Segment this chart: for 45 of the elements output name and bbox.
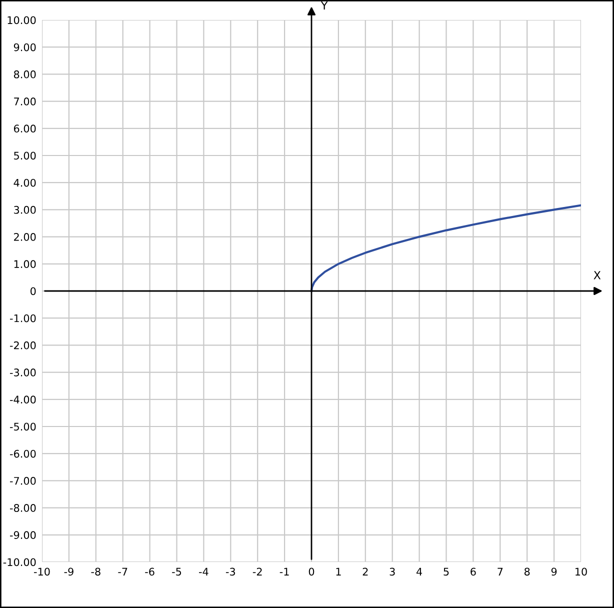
x-tick-label: -10 — [34, 568, 50, 576]
x-tick-label: 4 — [416, 568, 422, 576]
x-tick-label: 7 — [498, 568, 503, 576]
y-tick-label: -8.00 — [10, 504, 36, 512]
x-tick-label: -8 — [91, 568, 100, 576]
y-tick-label: 7.00 — [14, 98, 36, 106]
x-tick-label: -2 — [252, 568, 262, 576]
y-tick-label: -5.00 — [10, 422, 36, 431]
y-tick-label: 4.00 — [14, 178, 36, 187]
y-tick-label: 8.00 — [14, 70, 36, 78]
x-tick-label: 10 — [576, 568, 587, 576]
y-tick-label: 9.00 — [14, 43, 36, 52]
y-tick-label: 5.00 — [14, 152, 36, 160]
y-tick-label: 3.00 — [14, 206, 36, 214]
x-tick-label: -4 — [199, 568, 208, 576]
y-tick-label: -2.00 — [10, 341, 36, 350]
y-tick-label: -9.00 — [10, 531, 36, 540]
x-tick-label: 3 — [390, 568, 395, 576]
y-tick-label: -1.00 — [10, 314, 36, 322]
x-tick-label: 6 — [470, 568, 476, 576]
x-tick-label: 1 — [336, 568, 341, 576]
x-tick-label: 5 — [444, 568, 449, 576]
y-tick-label: -4.00 — [10, 396, 36, 404]
x-tick-label: -9 — [64, 568, 74, 576]
y-axis-title: Y — [320, 1, 328, 10]
y-tick-label: 1.00 — [14, 260, 36, 268]
x-axis-title: X — [594, 271, 601, 280]
x-tick-label: 8 — [524, 568, 530, 576]
y-tick-label: -10.00 — [3, 558, 36, 566]
y-tick-label: 2.00 — [14, 233, 36, 241]
x-tick-label: 0 — [308, 568, 314, 576]
y-tick-label: 0 — [30, 287, 36, 296]
y-tick-label: -7.00 — [10, 476, 36, 485]
y-tick-label: -3.00 — [10, 368, 36, 376]
y-tick-label: -6.00 — [10, 450, 36, 458]
x-tick-label: -5 — [172, 568, 182, 576]
y-tick-label: 6.00 — [14, 124, 36, 133]
line-series — [310, 204, 581, 292]
x-tick-label: -1 — [280, 568, 289, 576]
x-tick-label: -6 — [145, 568, 154, 576]
x-tick-label: -3 — [226, 568, 236, 576]
y-tick-label: 10.00 — [8, 16, 36, 24]
x-tick-label: 2 — [362, 568, 368, 576]
x-tick-label: -7 — [118, 568, 128, 576]
x-tick-label: 9 — [551, 568, 557, 576]
